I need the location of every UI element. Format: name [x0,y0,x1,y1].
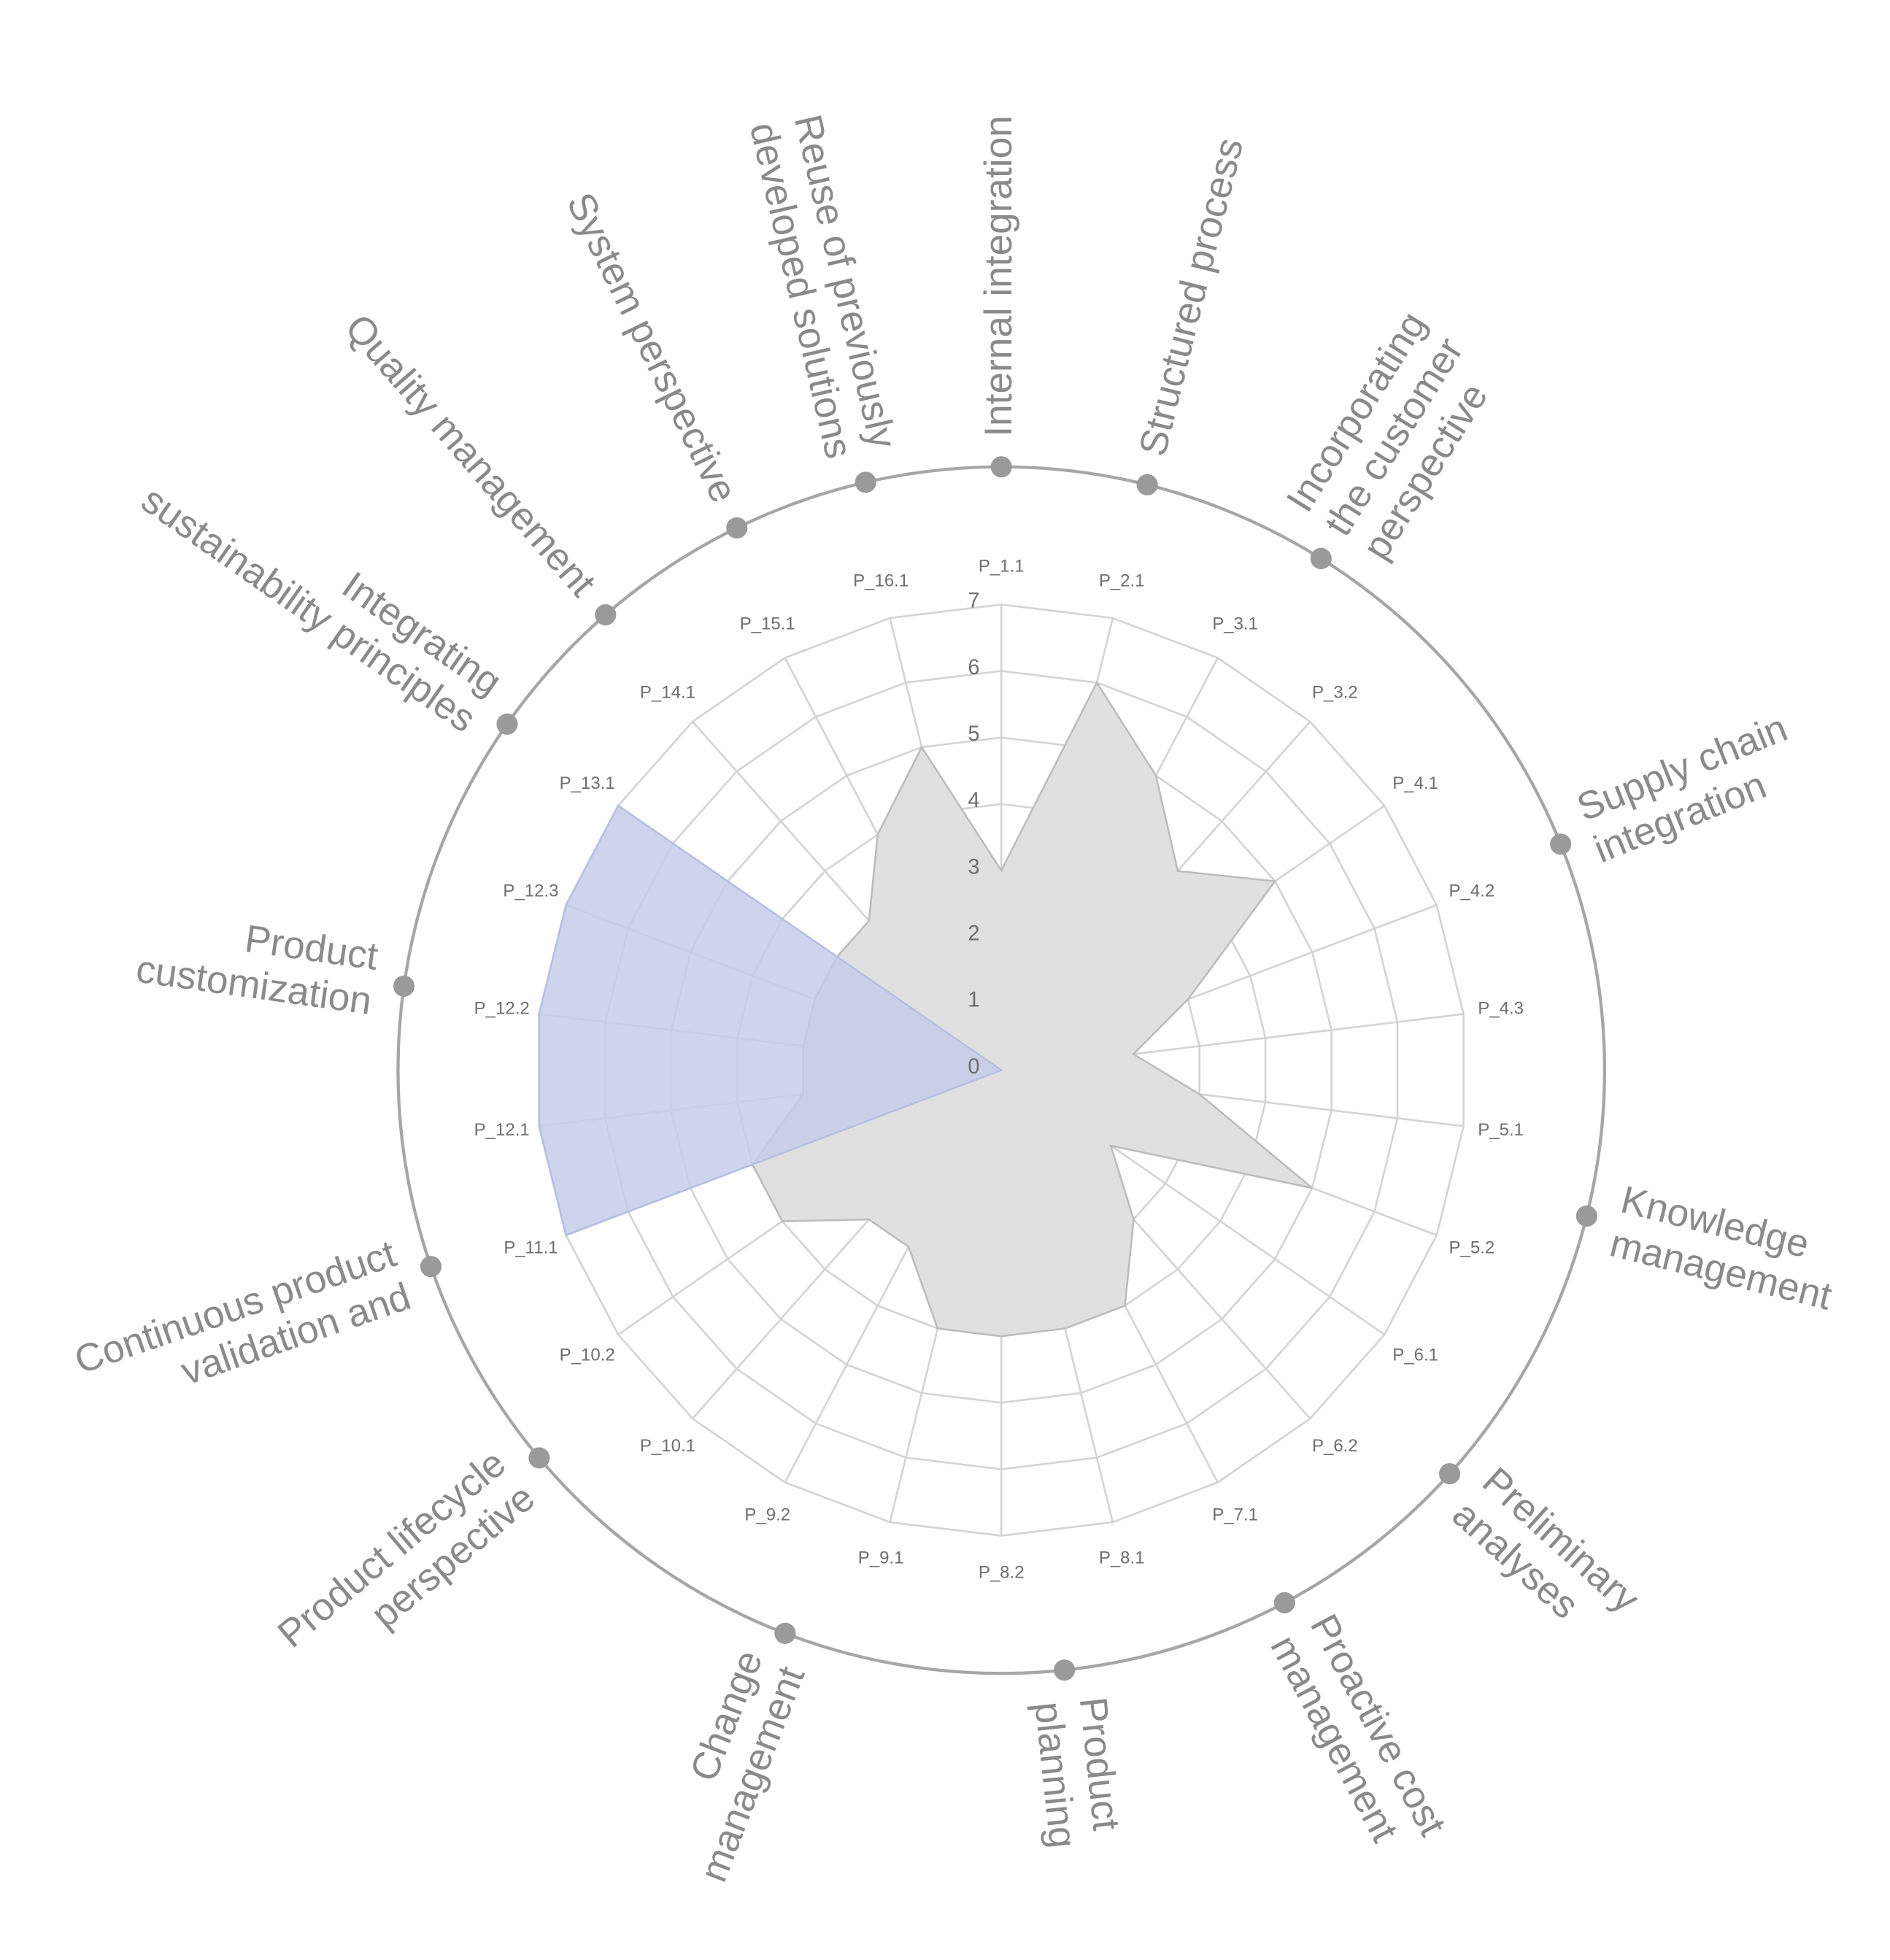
category-label: P_6.1 [1392,1346,1438,1365]
category-label: P_12.3 [503,881,558,900]
principle-dot [420,1256,442,1278]
category-label: P_1.1 [979,556,1025,576]
category-label: P_13.1 [560,773,615,793]
r-tick-label: 5 [968,722,979,746]
r-tick-label: 2 [968,922,979,945]
category-label: P_2.1 [1099,571,1145,590]
principle-text: Structured process [1131,134,1251,460]
category-label: P_10.2 [560,1346,615,1365]
category-label: P_12.1 [474,1120,530,1140]
category-label: P_5.2 [1449,1238,1495,1257]
principle-text: Quality management [336,306,603,605]
category-label: P_8.2 [979,1562,1025,1582]
category-label: P_8.1 [1099,1548,1145,1567]
principle-text: System perspective [558,186,745,509]
category-label: P_16.1 [853,571,909,590]
r-tick-label: 3 [968,855,979,879]
principle-dot [528,1447,550,1469]
principle-dot [726,517,748,539]
r-tick-label: 6 [968,656,979,679]
principle-dot [1575,1205,1597,1227]
r-tick-label: 7 [968,590,979,613]
r-tick-label: 0 [968,1055,979,1079]
principle-dot [990,456,1012,478]
principle-dot [855,471,876,493]
r-tick-label: 4 [968,789,979,812]
r-tick-label: 1 [968,989,979,1012]
category-label: P_4.2 [1449,881,1495,900]
category-label: P_11.1 [504,1238,558,1257]
category-label: P_12.2 [474,999,530,1019]
principle-label: System perspective [558,186,745,509]
category-label: P_14.1 [640,683,695,703]
category-label: P_15.1 [740,614,795,633]
principle-dot [595,603,617,626]
category-label: P_6.2 [1312,1436,1358,1456]
category-label: P_3.2 [1312,683,1358,703]
principle-label: Structured process [1131,134,1251,460]
category-label: P_5.1 [1478,1120,1524,1140]
principle-text: Internal integration [977,115,1020,436]
principle-dot [1438,1463,1461,1485]
category-label: P_9.1 [858,1548,904,1567]
principle-dot [1550,833,1572,855]
category-label: P_9.2 [744,1505,790,1524]
principle-dot [1054,1659,1076,1681]
principle-dot [393,975,415,998]
principle-dot [774,1622,796,1644]
principle-dot [1136,474,1158,495]
category-label: P_4.3 [1478,999,1524,1019]
category-label: P_4.1 [1392,773,1438,793]
series-area [538,804,1003,1237]
category-label: P_10.1 [640,1436,695,1456]
principle-dot [1273,1591,1295,1614]
principle-dot [496,713,518,735]
principle-label: Quality management [336,306,603,605]
principle-dot [1310,547,1332,569]
principle-label: Internal integration [977,115,1020,436]
principle-text: sustainability principles [134,478,483,741]
category-label: P_3.1 [1212,614,1258,633]
category-label: P_7.1 [1212,1505,1258,1524]
